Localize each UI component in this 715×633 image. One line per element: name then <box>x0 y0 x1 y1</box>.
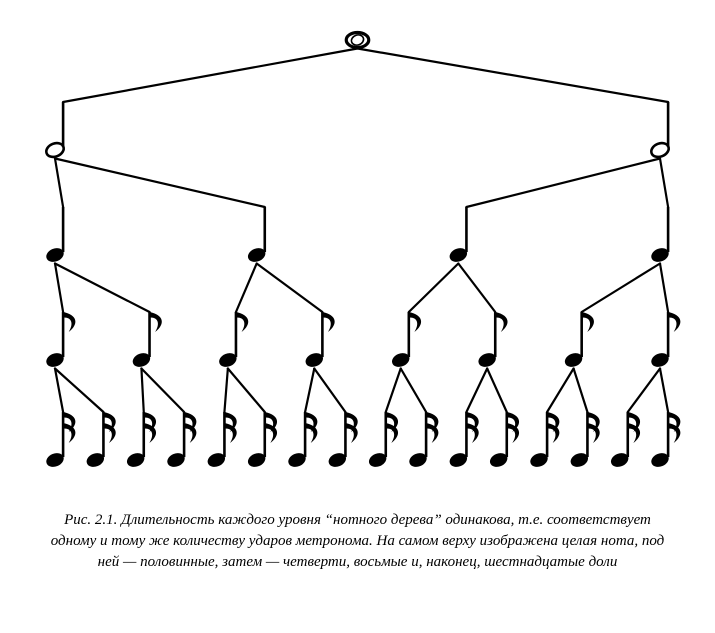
note-tree-diagram <box>0 0 715 490</box>
page: Рис. 2.1. Длительность каждого уровня “н… <box>0 0 715 633</box>
figure-caption: Рис. 2.1. Длительность каждого уровня “н… <box>40 510 675 573</box>
